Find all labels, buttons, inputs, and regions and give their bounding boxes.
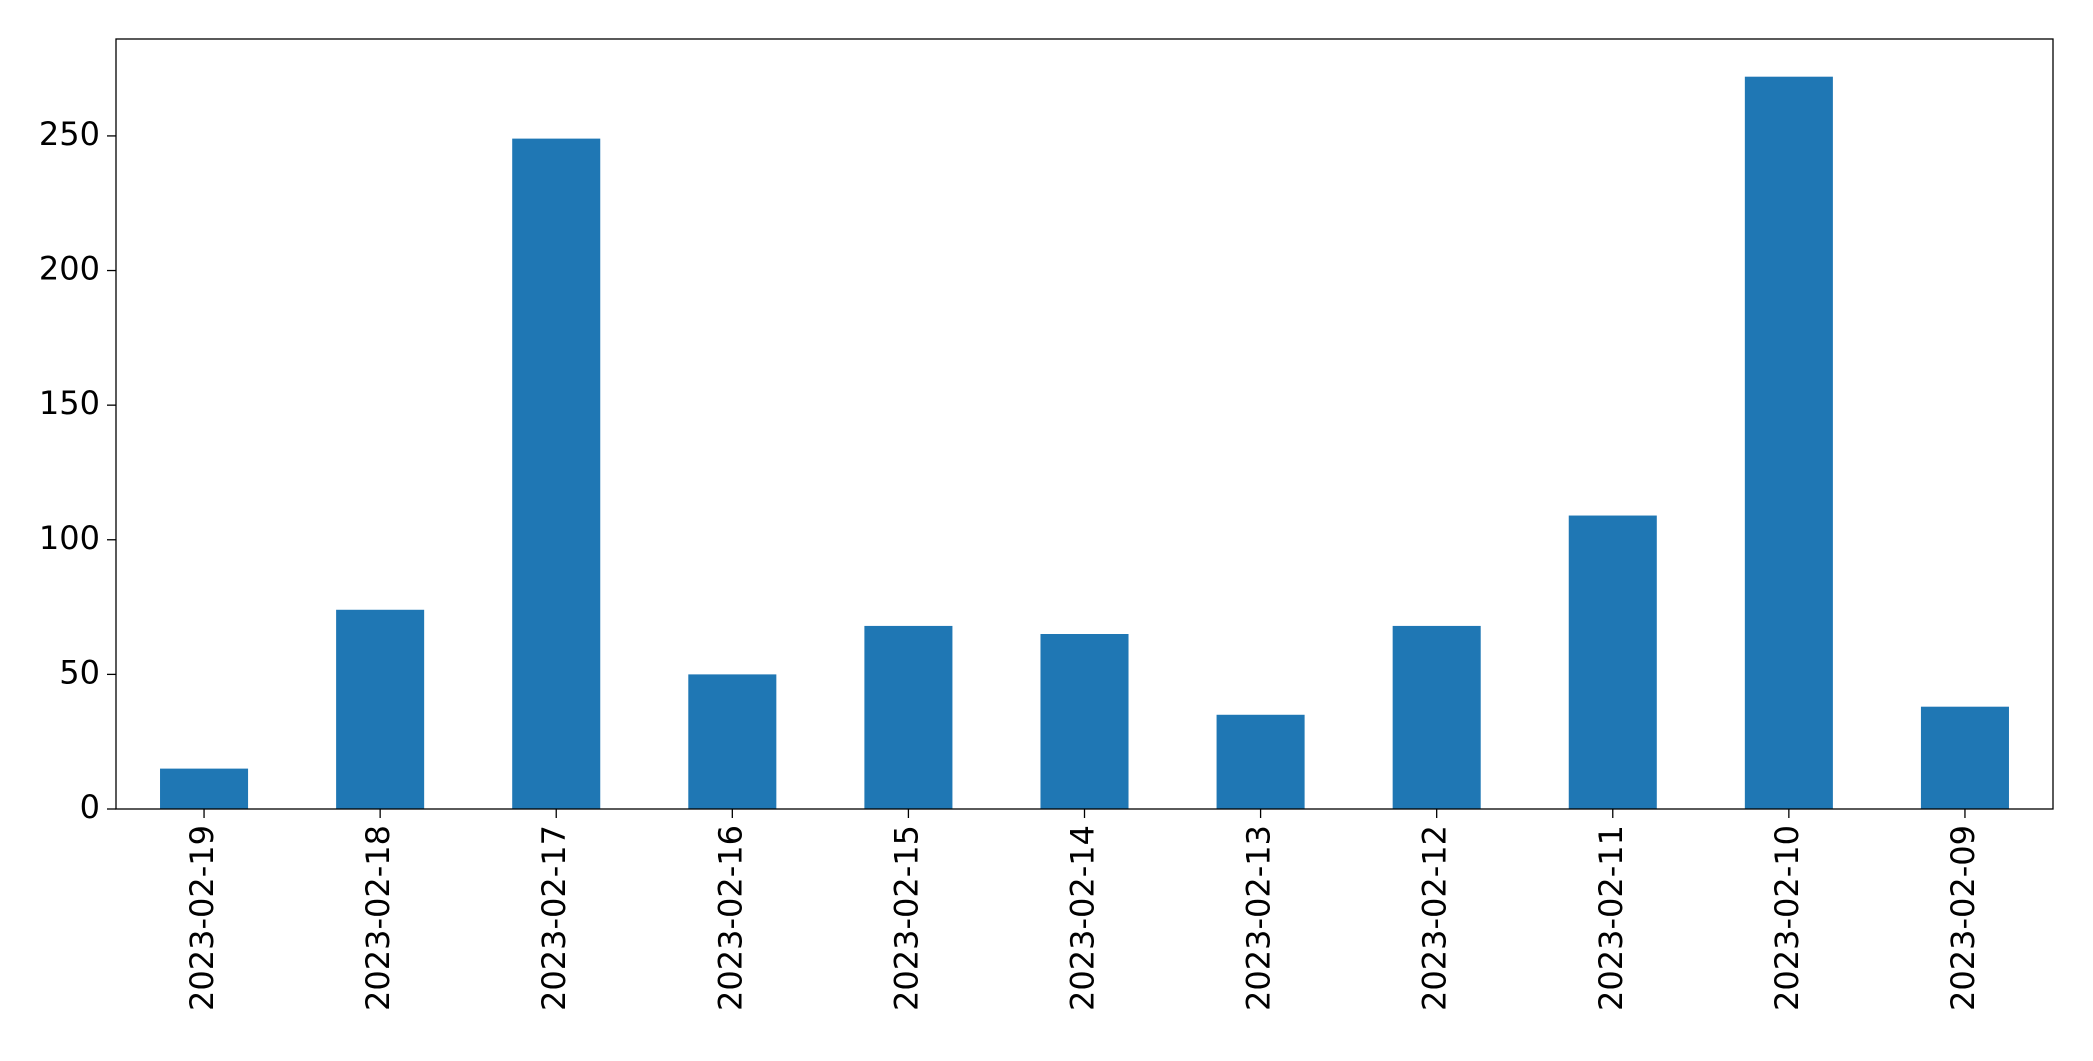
bar — [1920, 706, 2009, 809]
x-tick-label: 2023-02-19 — [183, 825, 221, 1011]
x-tick-label: 2023-02-18 — [359, 825, 397, 1011]
bar — [864, 625, 953, 809]
bar — [1040, 634, 1129, 809]
y-tick-label: 100 — [39, 519, 100, 557]
x-tick-label: 2023-02-16 — [711, 825, 749, 1011]
x-tick-label: 2023-02-12 — [1416, 825, 1454, 1011]
x-tick-label: 2023-02-09 — [1944, 825, 1982, 1011]
x-tick-label: 2023-02-13 — [1240, 825, 1278, 1011]
bar — [160, 768, 249, 809]
y-tick-label: 50 — [59, 653, 100, 691]
y-tick-label: 0 — [80, 788, 100, 826]
x-tick-label: 2023-02-11 — [1592, 825, 1630, 1011]
y-tick-label: 150 — [39, 384, 100, 422]
bar — [1744, 76, 1833, 809]
x-tick-label: 2023-02-17 — [535, 825, 573, 1011]
bar — [512, 138, 601, 810]
x-tick-label: 2023-02-10 — [1768, 825, 1806, 1011]
bar — [1216, 714, 1305, 809]
bar — [336, 609, 425, 809]
bar — [1568, 515, 1657, 809]
bar — [688, 674, 777, 809]
y-tick-label: 200 — [39, 250, 100, 288]
y-tick-label: 250 — [39, 115, 100, 153]
plot-frame — [115, 38, 2054, 810]
x-tick-label: 2023-02-15 — [887, 825, 925, 1011]
x-tick-label: 2023-02-14 — [1064, 825, 1102, 1011]
bar — [1392, 625, 1481, 809]
